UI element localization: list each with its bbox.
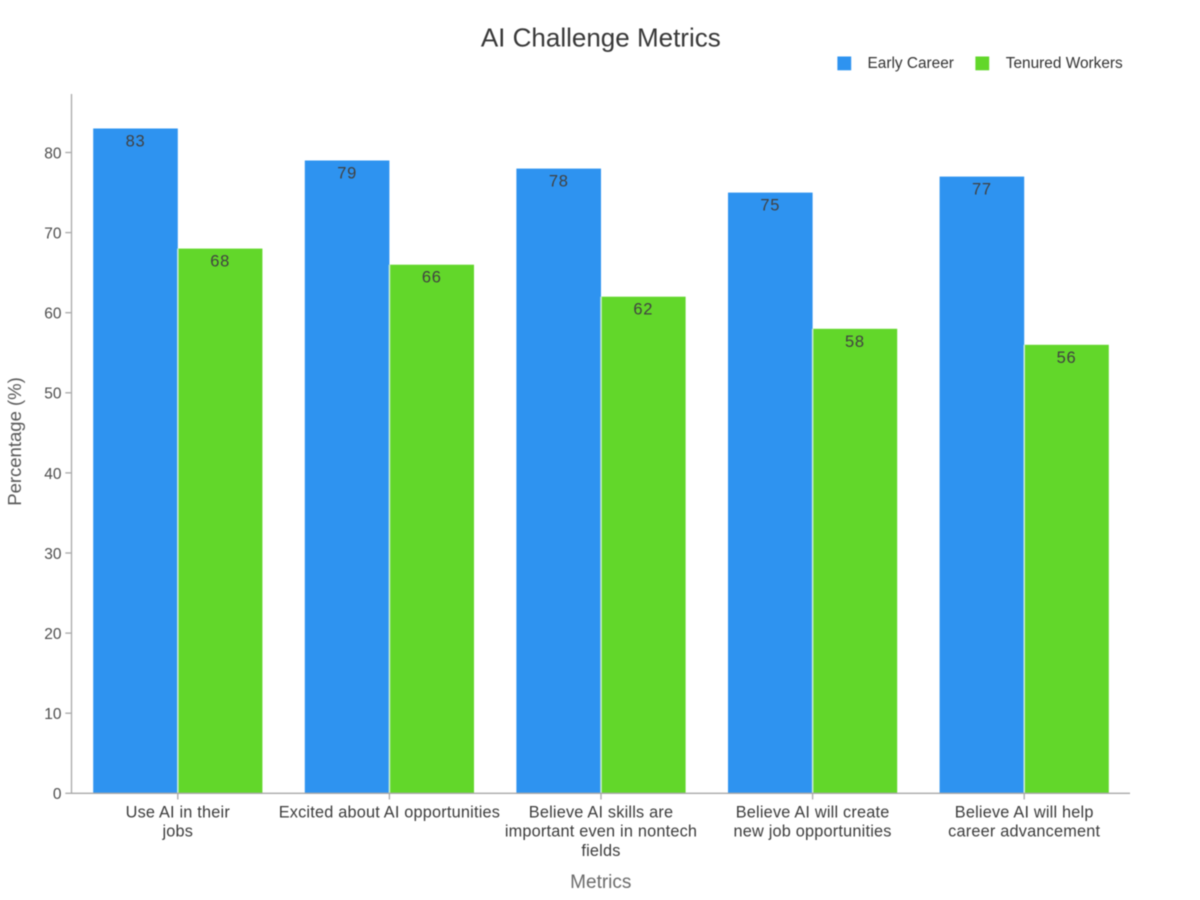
- svg-text:Percentage (%): Percentage (%): [4, 377, 25, 506]
- svg-text:career advancement: career advancement: [948, 823, 1100, 841]
- svg-text:62: 62: [633, 301, 653, 319]
- svg-text:83: 83: [126, 133, 146, 151]
- svg-text:40: 40: [44, 466, 62, 483]
- svg-text:Believe AI skills are: Believe AI skills are: [529, 803, 673, 821]
- svg-text:79: 79: [337, 165, 357, 183]
- svg-text:jobs: jobs: [161, 823, 193, 841]
- svg-text:30: 30: [44, 546, 62, 563]
- svg-text:77: 77: [972, 181, 992, 199]
- svg-text:78: 78: [549, 173, 569, 191]
- svg-text:new job opportunities: new job opportunities: [734, 823, 892, 841]
- svg-text:AI Challenge Metrics: AI Challenge Metrics: [481, 22, 721, 52]
- svg-text:68: 68: [210, 253, 230, 271]
- svg-text:0: 0: [53, 786, 62, 803]
- svg-text:20: 20: [44, 626, 62, 643]
- svg-text:Early Career: Early Career: [868, 55, 954, 72]
- svg-text:70: 70: [44, 226, 62, 243]
- svg-text:fields: fields: [581, 842, 620, 860]
- svg-text:80: 80: [44, 145, 62, 162]
- svg-text:10: 10: [44, 706, 62, 723]
- svg-text:66: 66: [422, 269, 442, 287]
- svg-text:75: 75: [760, 197, 780, 215]
- svg-text:50: 50: [44, 386, 62, 403]
- svg-text:Metrics: Metrics: [570, 872, 631, 893]
- svg-text:Believe AI will create: Believe AI will create: [736, 803, 890, 821]
- svg-text:Believe AI will help: Believe AI will help: [955, 803, 1094, 821]
- svg-text:Excited about AI opportunities: Excited about AI opportunities: [279, 803, 500, 821]
- svg-text:60: 60: [44, 306, 62, 323]
- svg-text:Tenured Workers: Tenured Workers: [1006, 55, 1123, 72]
- svg-text:56: 56: [1057, 349, 1077, 367]
- svg-text:Use AI in their: Use AI in their: [126, 803, 231, 821]
- svg-text:58: 58: [845, 333, 865, 351]
- svg-text:important even in nontech: important even in nontech: [505, 823, 697, 841]
